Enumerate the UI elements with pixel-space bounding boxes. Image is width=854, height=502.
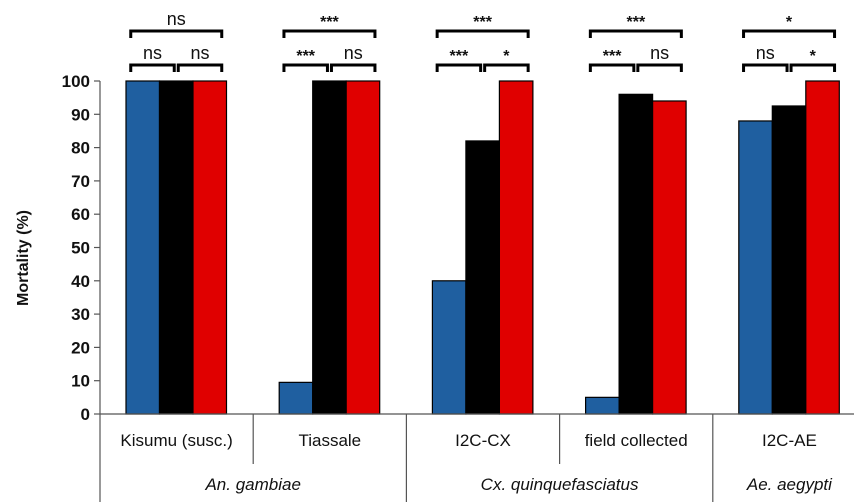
significance-bracket: ns: [129, 9, 224, 38]
significance-label: ***: [627, 14, 646, 31]
significance-bracket: ns: [329, 43, 377, 72]
bar: [278, 381, 314, 415]
category-label: I2C-CX: [455, 431, 511, 450]
significance-label: ***: [296, 48, 315, 65]
significance-bracket: ***: [435, 14, 530, 38]
bar: [651, 100, 687, 415]
bar: [805, 80, 840, 415]
significance-label: ***: [473, 14, 492, 31]
bracket-line: [435, 29, 530, 38]
bracket-line: [129, 29, 224, 38]
bracket-line: [282, 63, 329, 72]
group-label: Ae. aegypti: [746, 475, 833, 494]
bar: [465, 140, 500, 415]
group-label: An. gambiae: [204, 475, 300, 494]
group-label: Cx. quinquefasciatus: [481, 475, 639, 494]
significance-label: ns: [143, 43, 162, 63]
bracket-line: [588, 63, 636, 72]
significance-label: *: [810, 48, 817, 65]
y-tick-label: 80: [71, 139, 90, 158]
significance-label: ns: [650, 43, 669, 63]
significance-label: ***: [603, 48, 622, 65]
y-axis: 0 10 20 30 40 50 60 70 80 90 100: [62, 72, 101, 424]
bracket-line: [129, 63, 176, 72]
significance-bracket: ns: [129, 43, 176, 72]
bar: [192, 80, 228, 415]
significance-bracket: ***: [282, 48, 329, 72]
y-tick-label: 40: [71, 272, 90, 291]
y-tick-label: 70: [71, 172, 90, 191]
bracket-line: [742, 29, 837, 38]
y-tick-label: 10: [71, 372, 90, 391]
y-tick-label: 60: [71, 205, 90, 224]
y-tick-label: 30: [71, 305, 90, 324]
bracket-line: [282, 29, 377, 38]
bar: [431, 280, 467, 415]
bracket-line: [176, 63, 224, 72]
bar: [312, 80, 347, 415]
x-axis: Kisumu (susc.) Tiassale I2C-CX field collec…: [99, 413, 854, 502]
bar: [125, 80, 161, 415]
bars: [125, 80, 840, 415]
y-tick-label: 50: [71, 239, 90, 258]
bracket-line: [435, 63, 483, 72]
significance-bracket: *: [789, 48, 837, 72]
y-tick-label: 20: [71, 338, 90, 357]
y-axis-label: Mortality (%): [15, 210, 32, 306]
significance-label: ns: [190, 43, 209, 63]
bar: [345, 80, 381, 415]
significance-label: *: [786, 14, 793, 31]
significance-bracket: ns: [176, 43, 224, 72]
bar: [771, 105, 807, 415]
significance-bracket: *: [742, 14, 837, 38]
significance-bracket: ***: [435, 48, 483, 72]
bracket-line: [588, 29, 683, 38]
significance-bracket: ***: [282, 14, 377, 38]
category-label: Kisumu (susc.): [120, 431, 232, 450]
significance-bracket: ***: [588, 48, 636, 72]
bracket-line: [329, 63, 377, 72]
significance-bracket: *: [483, 48, 530, 72]
bar: [618, 93, 654, 415]
y-tick-label: 90: [71, 105, 90, 124]
category-label: I2C-AE: [762, 431, 817, 450]
category-label: field collected: [585, 431, 688, 450]
significance-bracket: ***: [588, 14, 683, 38]
bracket-line: [742, 63, 789, 72]
bracket-line: [789, 63, 837, 72]
significance-label: ***: [450, 48, 469, 65]
significance-label: ns: [756, 43, 775, 63]
significance-label: ***: [320, 14, 339, 31]
significance-bracket: ns: [742, 43, 789, 72]
y-tick-label: 100: [62, 72, 90, 91]
bar: [498, 80, 534, 415]
bar: [584, 396, 620, 415]
significance-label: *: [503, 48, 510, 65]
significance-label: ns: [167, 9, 186, 29]
significance-label: ns: [344, 43, 363, 63]
bracket-line: [636, 63, 683, 72]
bar: [738, 120, 773, 415]
bar: [158, 80, 194, 415]
significance-bracket: ns: [636, 43, 683, 72]
y-tick-label: 0: [81, 405, 90, 424]
category-label: Tiassale: [298, 431, 361, 450]
bracket-line: [483, 63, 530, 72]
